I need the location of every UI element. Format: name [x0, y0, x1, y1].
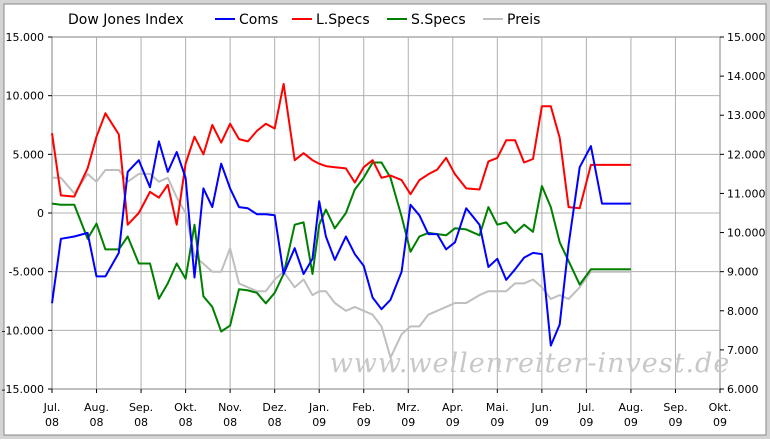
legend-label: L.Specs [316, 12, 370, 28]
y-right-tick-label: 12.000 [727, 148, 766, 161]
x-tick-label: Aug. [618, 401, 643, 414]
legend-label: Preis [507, 12, 540, 28]
x-tick-label: Jul. [577, 401, 595, 414]
y-right-tick-label: 8.000 [727, 305, 759, 318]
series-line-coms [51, 140, 631, 347]
x-tick-year: 09 [579, 416, 593, 429]
x-tick-year: 09 [713, 416, 727, 429]
y-right-tick-label: 10.000 [727, 227, 766, 240]
y-left-tick-label: 0 [37, 207, 44, 220]
series-line-s-specs [51, 161, 631, 333]
x-tick-year: 08 [134, 416, 148, 429]
x-tick-year: 08 [268, 416, 282, 429]
x-tick-year: 08 [45, 416, 59, 429]
x-tick-year: 09 [668, 416, 682, 429]
x-tick-label: Mrz. [397, 401, 420, 414]
x-tick-label: Dez. [262, 401, 287, 414]
series-line-preis [52, 169, 631, 359]
legend-label: S.Specs [411, 12, 466, 28]
y-right-tick-label: 13.000 [727, 109, 766, 122]
x-tick-year: 08 [179, 416, 193, 429]
x-tick-label: Jan. [308, 401, 329, 414]
legend-label: Coms [239, 12, 278, 28]
x-tick-label: Aug. [84, 401, 109, 414]
y-right-tick-label: 15.000 [727, 31, 766, 44]
x-tick-label: Okt. [174, 401, 197, 414]
y-left-tick-label: -15.000 [2, 383, 44, 396]
watermark: www.wellenreiter-invest.de [330, 348, 731, 379]
chart-title: Dow Jones Index [68, 12, 184, 28]
x-tick-label: Jun. [531, 401, 553, 414]
y-right-tick-label: 9.000 [727, 266, 759, 279]
y-right-tick-label: 7.000 [727, 344, 759, 357]
y-left-tick-label: -10.000 [2, 324, 44, 337]
x-tick-label: Nov. [218, 401, 242, 414]
x-tick-label: Apr. [442, 401, 464, 414]
x-tick-year: 09 [446, 416, 460, 429]
series-lines [51, 82, 631, 359]
x-tick-year: 09 [490, 416, 504, 429]
x-tick-year: 09 [401, 416, 415, 429]
x-tick-label: Okt. [709, 401, 732, 414]
x-tick-label: Sep. [129, 401, 153, 414]
x-tick-year: 09 [535, 416, 549, 429]
y-right-tick-label: 11.000 [727, 187, 766, 200]
x-tick-year: 09 [624, 416, 638, 429]
y-left-tick-label: 5.000 [13, 148, 45, 161]
x-axis: Jul. 08 Aug. 08 Sep. 08 Okt. 08 Nov. 08 Dez. 08 Jan.… [43, 389, 732, 429]
x-tick-label: Mai. [486, 401, 509, 414]
x-tick-year: 08 [90, 416, 104, 429]
y-right-tick-label: 6.000 [727, 383, 759, 396]
x-tick-label: Sep. [663, 401, 687, 414]
x-tick-label: Feb. [352, 401, 375, 414]
y-left-tick-label: 15.000 [6, 31, 45, 44]
x-tick-year: 09 [357, 416, 371, 429]
y-left-tick-label: -5.000 [9, 266, 44, 279]
y-left-tick-label: 10.000 [6, 90, 45, 103]
x-tick-year: 09 [312, 416, 326, 429]
y-right-tick-label: 14.000 [727, 70, 766, 83]
y-axis-left: 15.000 10.000 5.000 0 -5.000 -10.000 -15.000 [2, 31, 52, 396]
series-line-l-specs [51, 82, 631, 226]
legend: Coms L.Specs S.Specs Preis [215, 12, 540, 28]
x-tick-year: 08 [223, 416, 237, 429]
y-axis-right: 15.000 14.000 13.000 12.000 11.000 10.000 9.00… [720, 31, 766, 396]
x-tick-label: Jul. [43, 401, 61, 414]
